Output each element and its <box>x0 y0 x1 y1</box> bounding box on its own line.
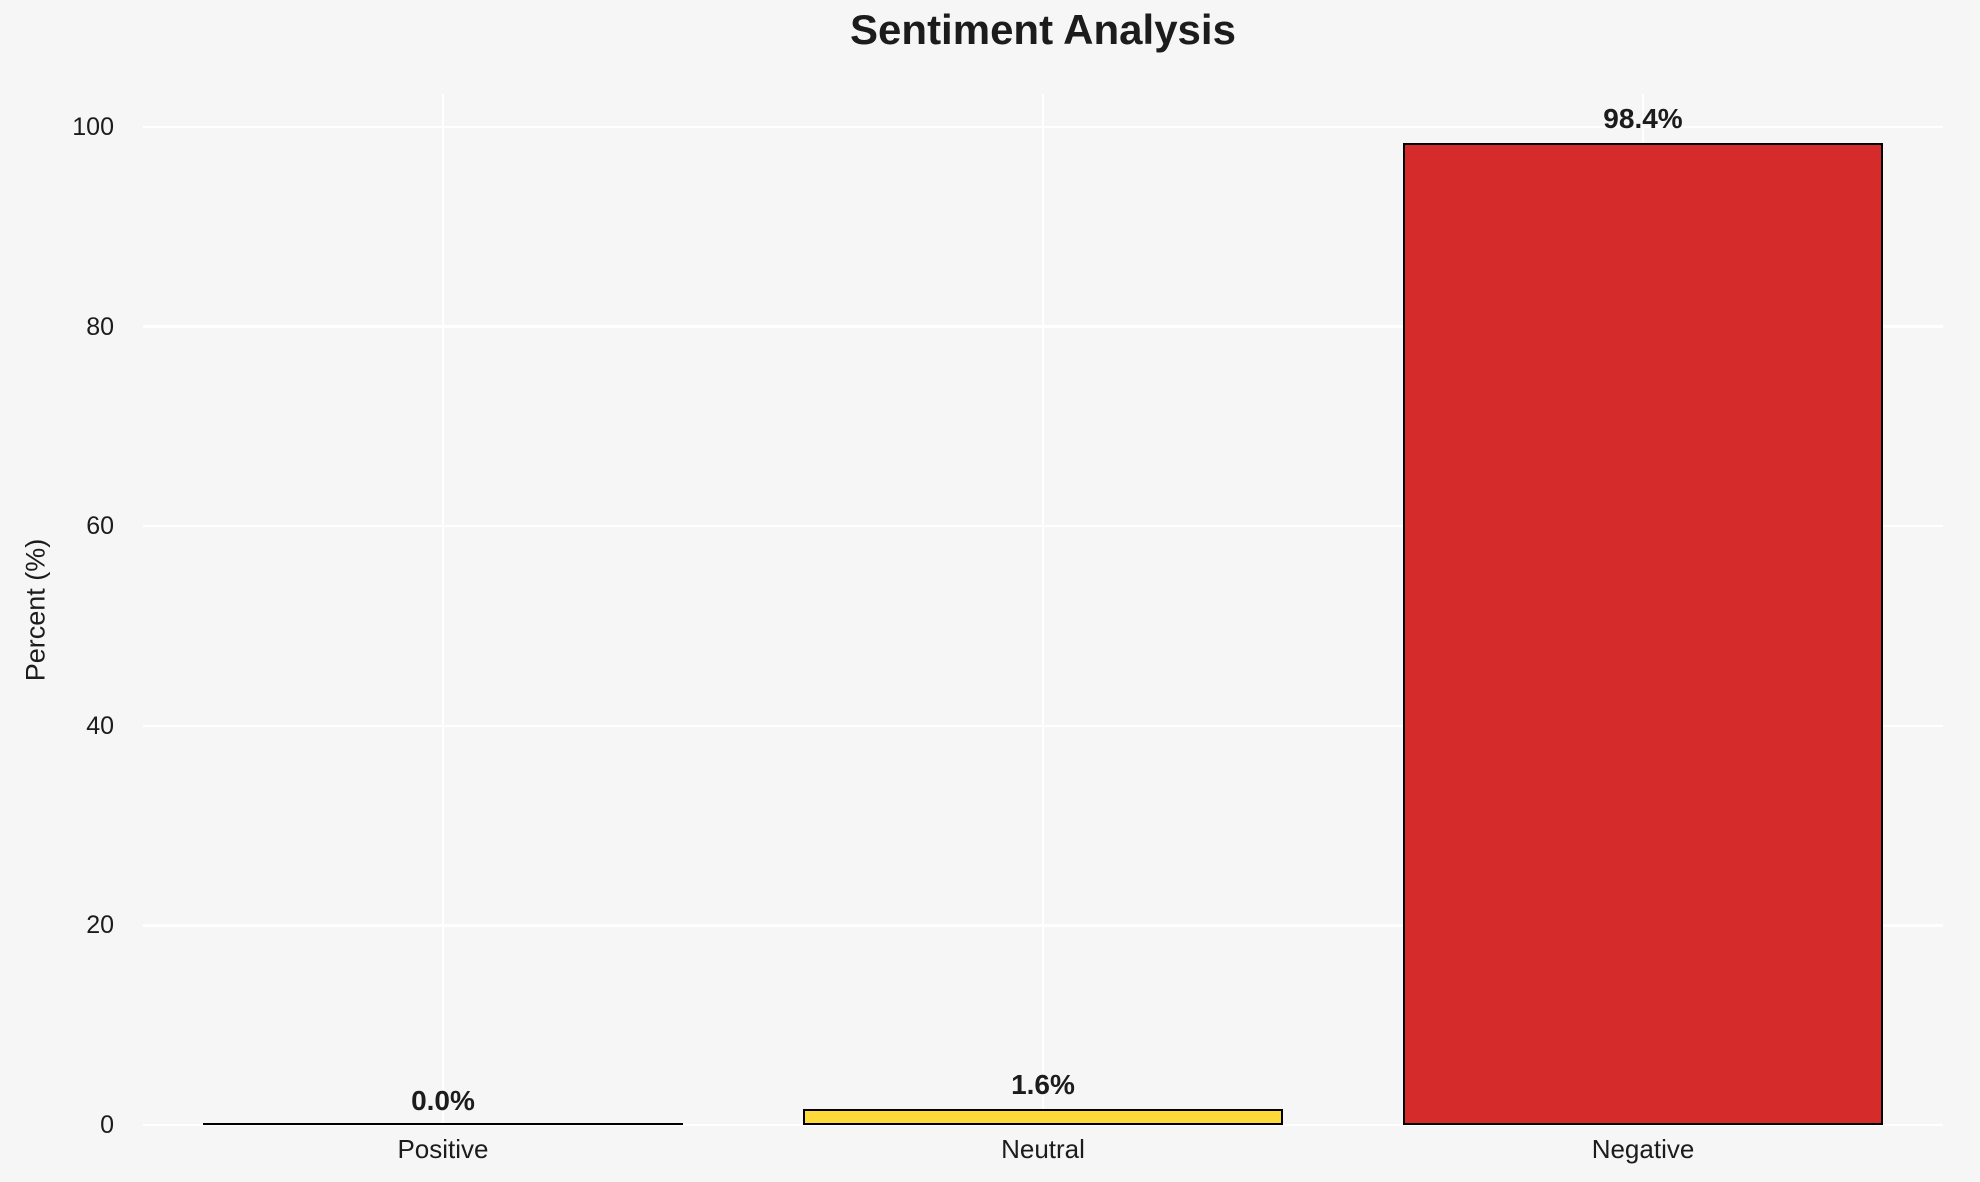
x-gridline-neutral <box>1041 94 1045 1125</box>
bar-positive <box>203 1123 683 1125</box>
y-tick-label-80: 80 <box>86 312 114 341</box>
y-tick-label-60: 60 <box>86 512 114 541</box>
y-tick-label-100: 100 <box>72 112 114 141</box>
value-label-positive: 0.0% <box>411 1085 475 1116</box>
x-tick-label-positive: Positive <box>397 1134 489 1164</box>
y-tick-label-40: 40 <box>86 711 114 740</box>
y-axis-label: Percent (%) <box>20 538 51 682</box>
x-tick-label-negative: Negative <box>1591 1134 1695 1164</box>
plot-area: 0.0% 1.6% 98.4% <box>143 94 1943 1127</box>
value-label-neutral: 1.6% <box>1011 1069 1075 1100</box>
bar-negative <box>1403 143 1883 1125</box>
y-tick-label-0: 0 <box>100 1111 114 1139</box>
x-tick-label-neutral: Neutral <box>1001 1134 1085 1164</box>
chart-title: Sentiment Analysis <box>850 6 1236 53</box>
bar-neutral <box>803 1109 1283 1125</box>
y-tick-label-20: 20 <box>86 911 114 940</box>
value-label-negative: 98.4% <box>1603 103 1683 134</box>
x-gridline-positive <box>441 94 445 1125</box>
y-gridline-0 <box>143 1123 1943 1127</box>
